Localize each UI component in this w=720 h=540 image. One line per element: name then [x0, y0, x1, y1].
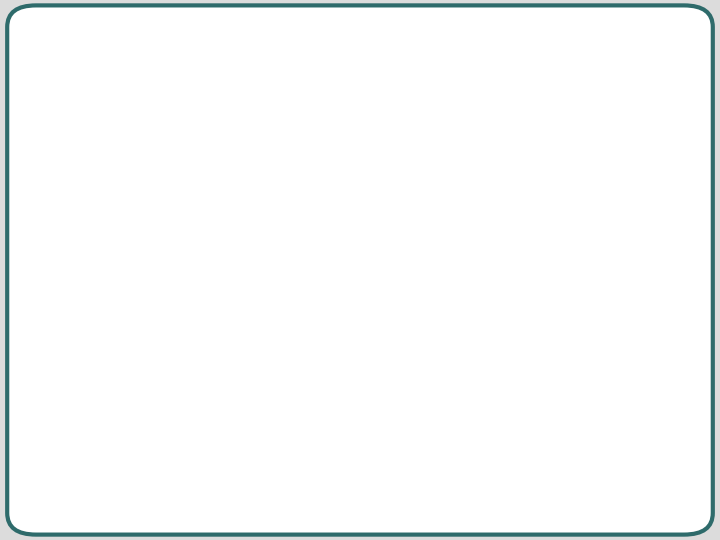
- Text: ●: ●: [65, 180, 76, 193]
- Text: $\sigma E_x + \varepsilon \dfrac{\partial E_x}{\partial t} = -\dfrac{\partial H_: $\sigma E_x + \varepsilon \dfrac{\partia…: [202, 345, 490, 411]
- Text: direction:: direction:: [97, 252, 209, 276]
- Text: As before assuming the x component: As before assuming the x component: [97, 174, 539, 198]
- Text: METHOD (Lossy Material): METHOD (Lossy Material): [65, 94, 463, 122]
- Text: FINITE DIFFERENCE TIME DOMAIN: FINITE DIFFERENCE TIME DOMAIN: [65, 53, 591, 82]
- Text: 4: 4: [647, 500, 657, 518]
- Text: of E and the variation only in the z: of E and the variation only in the z: [97, 213, 505, 237]
